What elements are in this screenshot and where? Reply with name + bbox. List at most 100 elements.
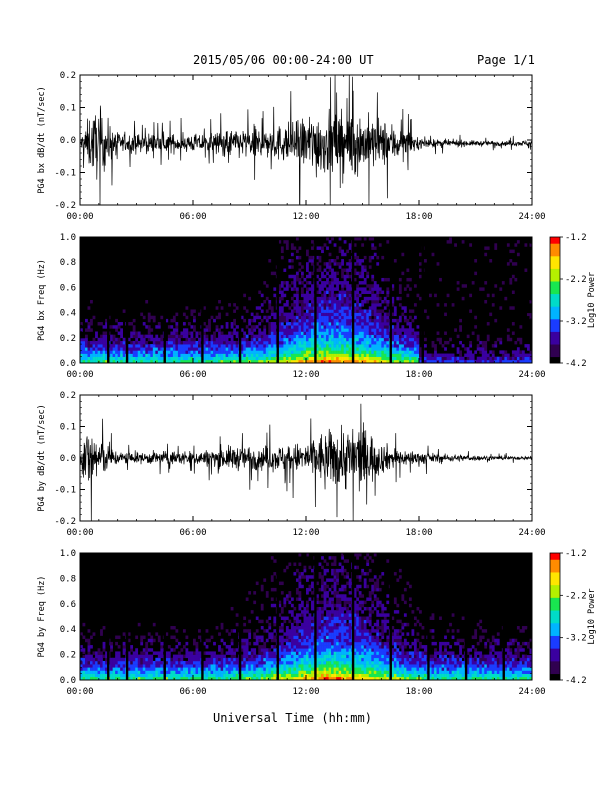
spectrogram-cell: [336, 670, 339, 674]
spectrogram-cell: [484, 356, 488, 361]
spectrogram-cell: [338, 353, 342, 357]
spectrogram-cell: [283, 240, 287, 244]
spectrogram-cell: [177, 353, 181, 357]
spectrogram-cell: [293, 660, 297, 665]
spectrogram-cell: [95, 660, 98, 665]
spectrogram-cell: [170, 648, 174, 652]
spectrogram-cell: [87, 322, 91, 326]
spectrogram-cell: [323, 664, 327, 668]
spectrogram-cell: [363, 556, 367, 560]
spectrogram-cell: [152, 651, 156, 655]
spectrogram-cell: [112, 657, 116, 662]
spectrogram-cell: [413, 356, 417, 361]
spectrogram-cell: [358, 237, 362, 241]
spectrogram-cell: [85, 657, 88, 662]
spectrogram-cell: [509, 306, 513, 310]
spectrogram-cell: [157, 676, 161, 681]
colorbar-swatch: [550, 318, 560, 322]
spectrogram-cell: [321, 271, 324, 276]
spectrogram-cell: [506, 359, 510, 364]
spectrogram-cell: [361, 271, 365, 276]
spectrogram-cell: [466, 359, 470, 364]
spectrogram-cell: [408, 350, 412, 354]
colorbar-swatch: [550, 348, 560, 351]
spectrogram-cell: [303, 641, 307, 646]
spectrogram-cell: [193, 353, 196, 357]
spectrogram-cell: [157, 635, 161, 640]
spectrogram-cell: [240, 353, 244, 357]
spectrogram-cell: [140, 660, 144, 665]
spectrogram-cell: [293, 356, 297, 361]
spectrogram-cell: [391, 287, 395, 291]
y-axis-label: PG4 by dB/dt (nT/sec): [37, 404, 47, 511]
spectrogram-cell: [358, 676, 362, 681]
spectrogram-cell: [529, 300, 533, 304]
spectrogram-cell: [97, 322, 101, 326]
spectrogram-cell: [323, 660, 327, 665]
spectrogram-cell: [278, 654, 282, 659]
spectrogram-cell: [288, 632, 292, 636]
spectrogram-cell: [273, 603, 277, 608]
spectrogram-cell: [323, 350, 327, 354]
spectrogram-cell: [122, 657, 126, 662]
spectrogram-cell: [195, 657, 199, 662]
spectrogram-cell: [140, 337, 144, 342]
spectrogram-cell: [406, 359, 410, 364]
spectrogram-cell: [321, 322, 324, 326]
spectrogram-cell: [459, 325, 462, 329]
spectrogram-cell: [190, 353, 194, 357]
spectrogram-cell: [318, 664, 322, 668]
spectrogram-cell: [300, 600, 304, 605]
spectrogram-cell: [328, 347, 332, 351]
spectrogram-cell: [386, 337, 390, 342]
spectrogram-cell: [368, 356, 372, 361]
spectrogram-cell: [233, 340, 236, 345]
spectrogram-cell: [177, 337, 181, 342]
spectrogram-cell: [283, 315, 287, 320]
spectrogram-cell: [280, 581, 284, 586]
spectrogram-cell: [363, 265, 367, 269]
spectrogram-cell: [333, 300, 337, 304]
spectrogram-cell: [393, 337, 397, 342]
spectrogram-cell: [328, 648, 332, 652]
spectrogram-cell: [213, 340, 216, 345]
spectrogram-cell: [348, 262, 352, 266]
spectrogram-cell: [270, 271, 274, 276]
spectrogram-cell: [336, 660, 339, 665]
spectrogram-cell: [383, 300, 387, 304]
spectrogram-cell: [408, 287, 412, 291]
spectrogram-cell: [80, 670, 83, 674]
spectrogram-cell: [358, 575, 362, 579]
spectrogram-cell: [356, 553, 360, 557]
spectrogram-cell: [167, 350, 171, 354]
spectrogram-cell: [358, 315, 362, 320]
spectrogram-cell: [273, 670, 277, 674]
spectrogram-cell: [308, 259, 312, 263]
spectrogram-cell: [326, 622, 329, 627]
spectrogram-cell: [328, 641, 332, 646]
spectrogram-cell: [245, 340, 249, 345]
spectrogram-cell: [303, 350, 307, 354]
spectrogram-cell: [308, 597, 312, 601]
spectrogram-cell: [358, 309, 362, 313]
x-tick-label: 06:00: [179, 212, 206, 222]
spectrogram-cell: [316, 606, 319, 611]
spectrogram-cell: [92, 673, 96, 678]
spectrogram-cell: [331, 600, 334, 605]
spectrogram-cell: [391, 300, 395, 304]
spectrogram-cell: [142, 322, 146, 326]
spectrogram-cell: [140, 350, 144, 354]
spectrogram-cell: [270, 597, 274, 601]
spectrogram-cell: [142, 337, 146, 342]
spectrogram-cell: [80, 648, 83, 652]
spectrogram-cell: [504, 353, 508, 357]
spectrogram-cell: [280, 664, 284, 668]
spectrogram-cell: [371, 312, 375, 317]
spectrogram-cell: [243, 638, 247, 643]
spectrogram-cell: [321, 676, 324, 681]
spectrogram-cell: [170, 334, 174, 339]
spectrogram-cell: [371, 350, 375, 354]
spectrogram-cell: [303, 328, 307, 332]
spectrogram-cell: [333, 660, 337, 665]
spectrogram-cell: [283, 597, 287, 601]
